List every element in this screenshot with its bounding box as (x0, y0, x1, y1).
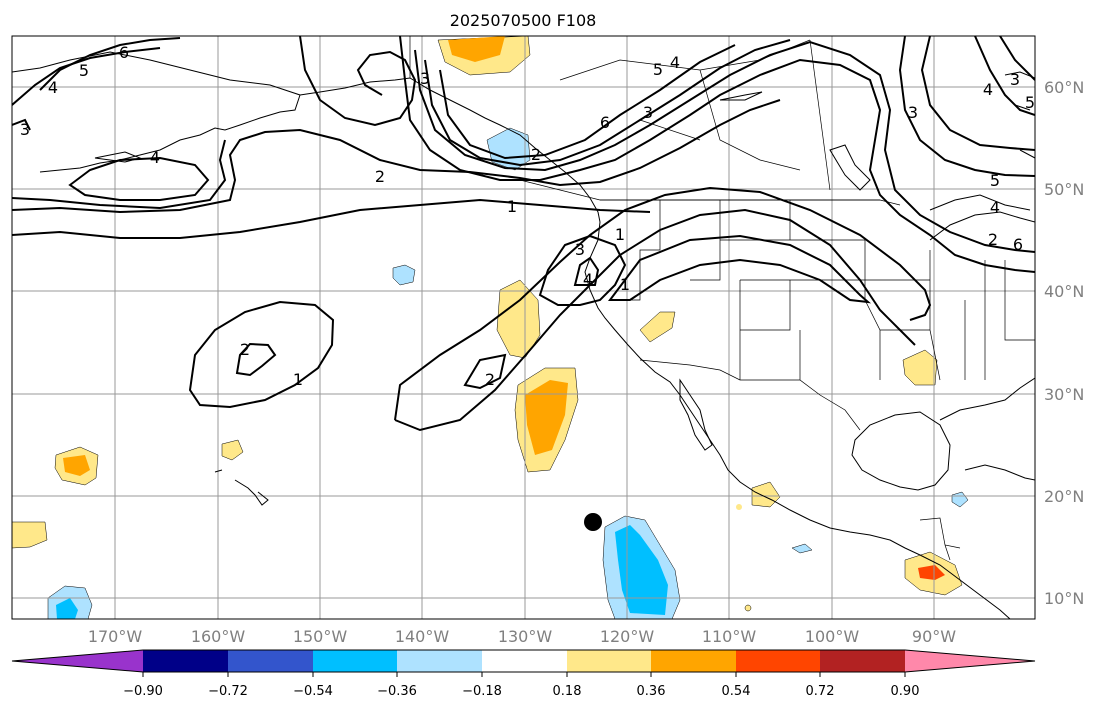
coastlines (12, 51, 1035, 619)
lon-label: 100°W (805, 627, 860, 646)
colorbar-label: −0.72 (208, 684, 248, 699)
lon-label: 90°W (912, 627, 956, 646)
lat-label: 20°N (1044, 487, 1084, 506)
colorbar-segment (651, 650, 736, 672)
contour-label: 4 (983, 80, 993, 99)
colorbar-segment (313, 650, 397, 672)
colorbar-label: 0.90 (891, 684, 920, 699)
colorbar-segment (397, 650, 482, 672)
latitude-labels: 60°N 50°N 40°N 30°N 20°N 10°N (1044, 78, 1084, 608)
contour-label: 3 (1010, 70, 1020, 89)
contour-label: 3 (908, 103, 918, 122)
colorbar-segment (482, 650, 567, 672)
contour-label: 2 (531, 145, 541, 164)
map-title: 2025070500 F108 (450, 11, 597, 30)
lat-label: 10°N (1044, 589, 1084, 608)
contour-label: 6 (600, 113, 610, 132)
contour-label: 5 (653, 60, 663, 79)
contour-label: 4 (583, 270, 593, 289)
colorbar-tick-labels: −0.90 −0.72 −0.54 −0.36 −0.18 0.18 0.36 … (123, 672, 919, 699)
colorbar-label: 0.18 (553, 684, 582, 699)
contour-label: 4 (48, 78, 58, 97)
contour-label: 4 (670, 53, 680, 72)
contour-label: 1 (620, 275, 630, 294)
contour-label-group: 6 5 4 3 4 3 2 1 2 1 2 3 4 1 2 3 4 5 6 1 … (20, 43, 1035, 389)
contour-label: 4 (150, 148, 160, 167)
colorbar-label: 0.72 (806, 684, 835, 699)
colorbar-label: 0.36 (637, 684, 666, 699)
contour-label: 3 (420, 69, 430, 88)
lon-label: 130°W (498, 627, 553, 646)
colorbar-label: −0.54 (293, 684, 333, 699)
contour-label: 1 (615, 225, 625, 244)
colorbar-segment (143, 650, 228, 672)
colorbar-extend-high (905, 650, 1035, 672)
colorbar: −0.90 −0.72 −0.54 −0.36 −0.18 0.18 0.36 … (11, 649, 1036, 699)
contour-label: 6 (119, 43, 129, 62)
negative-anomaly-patches (47, 127, 969, 619)
storm-position-marker (584, 513, 602, 531)
lat-label: 30°N (1044, 385, 1084, 404)
lon-label: 140°W (395, 627, 450, 646)
contour-label: 2 (485, 370, 495, 389)
contour-label: 5 (990, 171, 1000, 190)
lat-label: 40°N (1044, 282, 1084, 301)
lon-label: 160°W (191, 627, 246, 646)
lon-label: 110°W (702, 627, 757, 646)
colorbar-label: −0.18 (462, 684, 502, 699)
lat-label: 60°N (1044, 78, 1084, 97)
colorbar-segment (567, 650, 651, 672)
contour-label: 4 (990, 198, 1000, 217)
colorbar-extend-low (12, 650, 143, 672)
longitude-labels: 170°W 160°W 150°W 140°W 130°W 120°W 110°… (88, 627, 956, 646)
colorbar-label: 0.54 (722, 684, 751, 699)
contour-label: 3 (575, 240, 585, 259)
contour-label: 3 (20, 120, 30, 139)
lon-label: 150°W (293, 627, 348, 646)
map-frame (11, 35, 1036, 620)
contour-label: 1 (293, 370, 303, 389)
map-area: 6 5 4 3 4 3 2 1 2 1 2 3 4 1 2 3 4 5 6 1 … (12, 36, 1035, 619)
colorbar-label: −0.36 (377, 684, 417, 699)
colorbar-segment (736, 650, 820, 672)
contour-label: 1 (507, 197, 517, 216)
contour-label: 3 (643, 103, 653, 122)
contour-label: 5 (1025, 93, 1035, 112)
lon-label: 120°W (600, 627, 655, 646)
graticule (12, 36, 1035, 619)
colorbar-label: −0.90 (123, 684, 163, 699)
contour-label: 6 (1013, 235, 1023, 254)
lat-label: 50°N (1044, 180, 1084, 199)
contour-label: 5 (79, 61, 89, 80)
colorbar-segment (820, 650, 905, 672)
contour-label: 2 (375, 167, 385, 186)
contour-lines (12, 36, 1035, 432)
contour-label: 2 (988, 230, 998, 249)
contour-label: 2 (240, 340, 250, 359)
lon-label: 170°W (88, 627, 143, 646)
colorbar-segment (228, 650, 313, 672)
